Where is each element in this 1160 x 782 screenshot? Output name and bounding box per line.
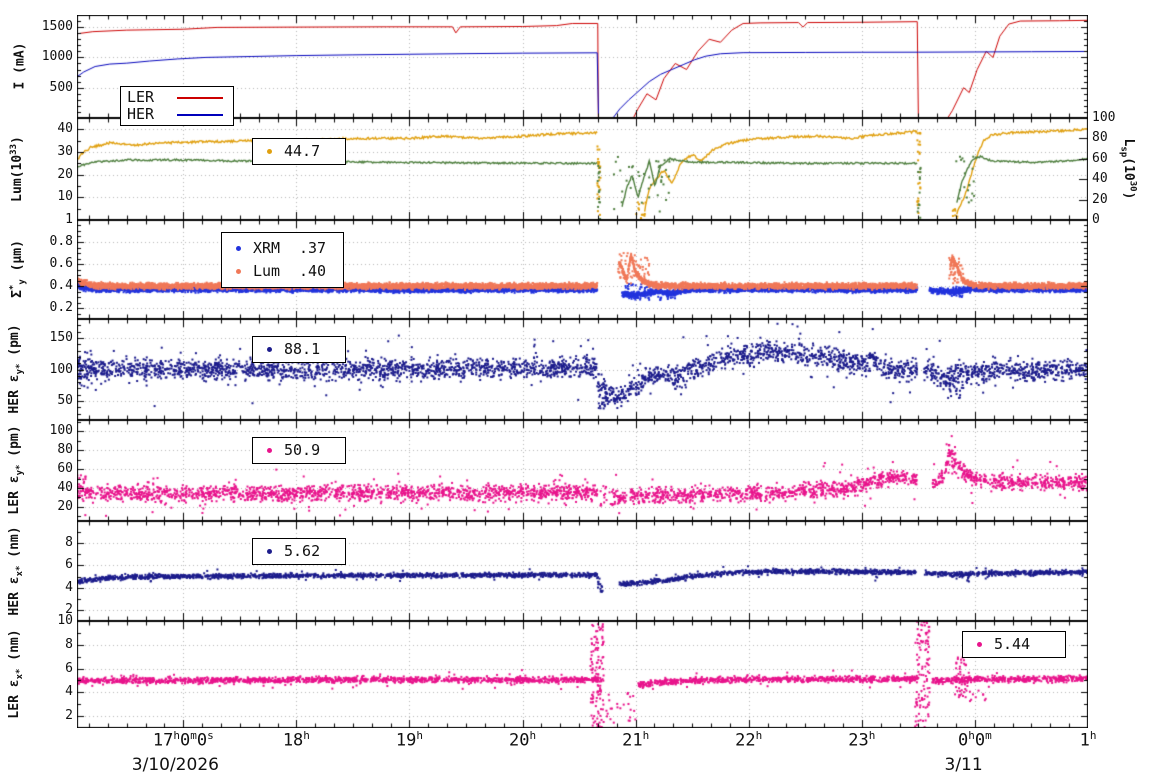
legend-row: 5.44	[969, 637, 1059, 652]
legend-row: LER	[127, 90, 227, 105]
dot-marker-icon	[267, 448, 272, 453]
legend-label: XRM	[253, 239, 281, 258]
legend-row: XRM .37	[228, 241, 337, 256]
line-sample-icon	[177, 96, 223, 99]
legend-current: LER HER	[120, 86, 234, 126]
y-tick-label: 10	[57, 613, 73, 628]
y2-axis-title-lsp: Lsp(1030)	[1118, 138, 1138, 200]
legend-her-ex: 5.62	[252, 538, 346, 565]
y-tick-label: 40	[57, 479, 73, 495]
y-axis-title-lum: Lum(1033)	[8, 136, 26, 202]
x-tick-label: 22h	[735, 729, 763, 751]
y-tick-label: 100	[49, 361, 73, 377]
y-tick-label: 6	[65, 557, 73, 573]
legend-value: .40	[299, 261, 327, 280]
x-tick-label: 21h	[622, 729, 650, 751]
y-tick-label: 0.4	[49, 278, 73, 293]
y-axis-title-ler-ex: LER εx* (nm)	[7, 629, 25, 719]
y-tick-label: 2	[65, 601, 73, 617]
dot-marker-icon	[236, 268, 241, 274]
y-axis-title-her-ey: HER εy* (pm)	[7, 324, 25, 414]
y-tick-label: 20	[57, 166, 73, 182]
y-tick-label: 1500	[41, 19, 73, 35]
y2-tick-label: 0	[1092, 212, 1100, 227]
y-tick-label: 150	[49, 329, 73, 345]
legend-row: HER	[127, 107, 227, 122]
legend-row: 44.7	[259, 144, 339, 159]
y-axis-title-her-ex: HER εx* (nm)	[7, 526, 25, 616]
x-tick-label: 1h	[1079, 729, 1097, 751]
y-tick-label: 1	[65, 212, 73, 227]
legend-label: LER	[127, 88, 155, 106]
y2-tick-label: 80	[1092, 130, 1108, 146]
legend-label: Lum	[253, 261, 281, 280]
dot-marker-icon	[236, 246, 241, 252]
y2-tick-label: 20	[1092, 191, 1108, 207]
y-axis-title-ler-ey: LER εy* (pm)	[7, 425, 25, 515]
y-tick-label: 0.8	[49, 234, 73, 249]
y-tick-label: 40	[57, 121, 73, 137]
y2-tick-label: 40	[1092, 171, 1108, 187]
y-tick-label: 80	[57, 442, 73, 458]
y-tick-label: 30	[57, 144, 73, 159]
y-tick-label: 6	[65, 660, 73, 676]
legend-ler-ey: 50.9	[252, 437, 346, 464]
y-tick-label: 10	[57, 189, 73, 205]
legend-sigma-y: XRM .37 Lum .40	[221, 232, 344, 288]
y-tick-label: 50	[57, 393, 73, 409]
x-tick-label: 18h	[282, 729, 310, 751]
y-tick-label: 100	[49, 423, 73, 439]
y2-tick-label: 100	[1092, 110, 1116, 125]
x-tick-label: 0h0m	[958, 729, 992, 751]
dot-marker-icon	[267, 347, 272, 352]
x-tick-label: 23h	[848, 729, 876, 751]
legend-value: 5.62	[284, 542, 321, 560]
y-tick-label: 60	[57, 461, 73, 477]
date-label: 3/11	[944, 755, 983, 775]
legend-value: 5.44	[994, 635, 1031, 653]
legend-row: 5.62	[259, 544, 339, 559]
y-tick-label: 4	[65, 579, 73, 595]
y-tick-label: 4	[65, 684, 73, 700]
legend-value: 88.1	[284, 340, 321, 358]
y-tick-label: 500	[49, 79, 73, 95]
y-tick-label: 20	[57, 498, 73, 514]
dot-marker-icon	[267, 549, 272, 554]
chart-canvas	[77, 15, 1088, 728]
legend-her-ey: 88.1	[252, 336, 346, 363]
legend-label: HER	[127, 105, 155, 123]
legend-value: 50.9	[284, 441, 321, 459]
legend-value: .37	[299, 239, 327, 258]
x-tick-label: 20h	[509, 729, 537, 751]
y-tick-label: 0.6	[49, 256, 73, 271]
legend-row: 88.1	[259, 342, 339, 357]
legend-value: 44.7	[284, 142, 321, 160]
date-label: 3/10/2026	[131, 755, 219, 775]
y-tick-label: 0.2	[49, 300, 73, 315]
y-tick-label: 8	[65, 636, 73, 652]
y-tick-label: 1000	[41, 49, 73, 65]
y-tick-label: 2	[65, 708, 73, 724]
y-tick-label: 8	[65, 535, 73, 551]
legend-lum: 44.7	[252, 138, 346, 165]
legend-row: 50.9	[259, 443, 339, 458]
dot-marker-icon	[977, 642, 982, 647]
legend-ler-ex: 5.44	[962, 631, 1066, 658]
dot-marker-icon	[267, 149, 272, 154]
line-sample-icon	[177, 113, 223, 116]
x-tick-label: 17h0m0s	[152, 729, 214, 751]
y2-tick-label: 60	[1092, 150, 1108, 166]
x-tick-label: 19h	[395, 729, 424, 751]
legend-row: Lum .40	[228, 261, 337, 280]
